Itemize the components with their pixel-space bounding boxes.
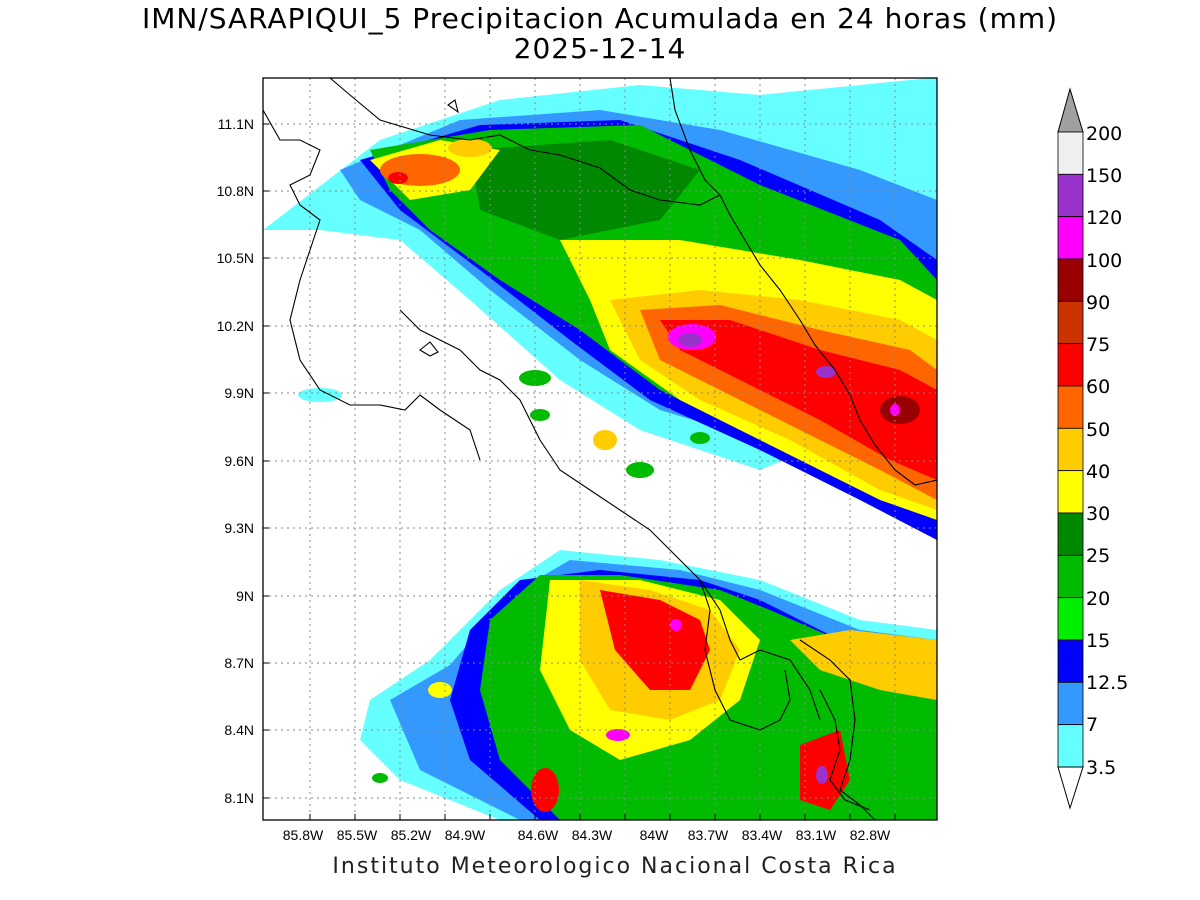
osa-peninsula: [699, 579, 791, 731]
colorbar-label: 30: [1086, 503, 1110, 525]
rain-magenta-south: [670, 619, 682, 631]
colorbar-bottom-arrow: [1057, 766, 1084, 810]
internal-line: [669, 78, 721, 196]
lon-tick-label: 84.6W: [518, 827, 559, 843]
lat-tick-label: 8.1N: [224, 790, 254, 806]
colorbar-label: 40: [1086, 461, 1110, 483]
tick-marks: [263, 123, 896, 820]
lat-tick-label: 9N: [236, 588, 254, 604]
colorbar-box: [1057, 385, 1084, 429]
pacific-coast-north: [263, 109, 481, 461]
rain-yellow-sw: [428, 682, 452, 698]
lon-tick-label: 83.1W: [796, 827, 837, 843]
burica-peninsula: [819, 689, 871, 811]
lat-tick-label: 8.4N: [224, 722, 254, 738]
lon-tick-label: 83.4W: [742, 827, 783, 843]
lon-tick-label: 85.2W: [391, 827, 432, 843]
colorbar-label: 60: [1086, 376, 1110, 398]
lat-tick-label: 9.3N: [224, 520, 254, 536]
colorbar-box: [1057, 597, 1084, 641]
map-date: 2025-12-14: [513, 32, 687, 65]
colorbar-label: 120: [1086, 207, 1122, 229]
colorbar-box: [1057, 512, 1084, 556]
rain-magenta-east: [816, 366, 836, 378]
lon-tick-label: 83.7W: [688, 827, 729, 843]
rain-red-nw: [388, 172, 408, 184]
lat-axis-labels: 11.1N 10.8N 10.5N 10.2N 9.9N 9.6N 9.3N 9…: [217, 116, 254, 806]
colorbar-label: 200: [1086, 123, 1122, 145]
colorbar-box: [1057, 173, 1084, 218]
colorbar-label: 7: [1086, 714, 1098, 736]
lon-tick-label: 82.8W: [850, 827, 891, 843]
lat-tick-label: 9.6N: [224, 453, 254, 469]
colorbar-box: [1057, 639, 1084, 683]
colorbar-box: [1057, 131, 1084, 175]
panama-border: [799, 639, 876, 820]
colorbar-label: 15: [1086, 630, 1110, 652]
coastlines: [263, 78, 937, 820]
lat-tick-label: 11.1N: [218, 116, 254, 132]
rain-cell: [626, 462, 654, 478]
rain-cell: [298, 388, 342, 402]
rain-red-sw: [531, 768, 559, 812]
colorbar-label: 20: [1086, 588, 1110, 610]
rain-red-central: [660, 320, 937, 480]
rain-cell: [530, 409, 550, 421]
lon-tick-label: 84.9W: [445, 827, 486, 843]
nicaragua-border: [329, 78, 721, 206]
colorbar-label: 90: [1086, 292, 1110, 314]
colorbar-box: [1057, 258, 1084, 302]
colorbar-box: [1057, 216, 1084, 260]
rain-orange-nw-2: [448, 139, 492, 157]
lat-tick-label: 8.7N: [224, 655, 254, 671]
colorbar-label: 100: [1086, 250, 1122, 272]
rain-se-cluster: [790, 630, 937, 700]
colorbar-labels: 200 150 120 100 90 75 60 50 40 30 25 20 …: [1086, 123, 1128, 779]
colorbar-box: [1057, 681, 1084, 726]
lon-tick-label: 84.3W: [572, 827, 613, 843]
caribbean-coast: [719, 194, 937, 486]
rain-red-south: [600, 590, 710, 690]
colorbar-label: 75: [1086, 334, 1110, 356]
map-frame: [262, 77, 938, 821]
colorbar-box: [1057, 300, 1084, 345]
lat-tick-label: 10.5N: [217, 250, 254, 266]
lat-tick-label: 10.8N: [217, 183, 254, 199]
colorbar-label: 25: [1086, 545, 1110, 567]
lat-tick-label: 9.9N: [224, 385, 254, 401]
colorbar-boxes: [1057, 131, 1084, 768]
rain-magenta-south-2: [606, 729, 630, 741]
rain-cell: [690, 432, 710, 444]
colorbar-top-arrow: [1057, 87, 1084, 133]
colorbar-box: [1057, 470, 1084, 514]
lon-axis-labels: 85.8W 85.5W 85.2W 84.9W 84.6W 84.3W 84W …: [283, 827, 891, 843]
rain-cell: [372, 773, 388, 783]
lon-tick-label: 84W: [640, 827, 670, 843]
colorbar-label: 50: [1086, 419, 1110, 441]
colorbar-box: [1057, 343, 1084, 387]
rain-purple-core: [678, 333, 702, 347]
colorbar-label: 12.5: [1086, 672, 1128, 694]
colorbar-label: 150: [1086, 165, 1122, 187]
rain-darkgreen-north: [470, 140, 700, 240]
lake-outline: [419, 341, 439, 357]
lon-tick-label: 85.8W: [283, 827, 324, 843]
precipitation-field: [263, 78, 937, 820]
colorbar-box: [1057, 554, 1084, 599]
rain-purple-se: [816, 766, 828, 784]
lon-tick-label: 85.5W: [337, 827, 378, 843]
island: [447, 99, 459, 114]
gridlines: [263, 78, 937, 820]
colorbar-box: [1057, 427, 1084, 472]
nicoya-gulf: [399, 309, 821, 721]
colorbar: 200 150 120 100 90 75 60 50 40 30 25 20 …: [1057, 87, 1128, 810]
footer-credit: Instituto Meteorologico Nacional Costa R…: [332, 854, 898, 879]
colorbar-label: 3.5: [1086, 757, 1116, 779]
lat-tick-label: 10.2N: [217, 318, 254, 334]
map-title: IMN/SARAPIQUI_5 Precipitacion Acumulada …: [141, 2, 1059, 35]
rain-cell: [593, 430, 617, 450]
colorbar-box: [1057, 724, 1084, 768]
